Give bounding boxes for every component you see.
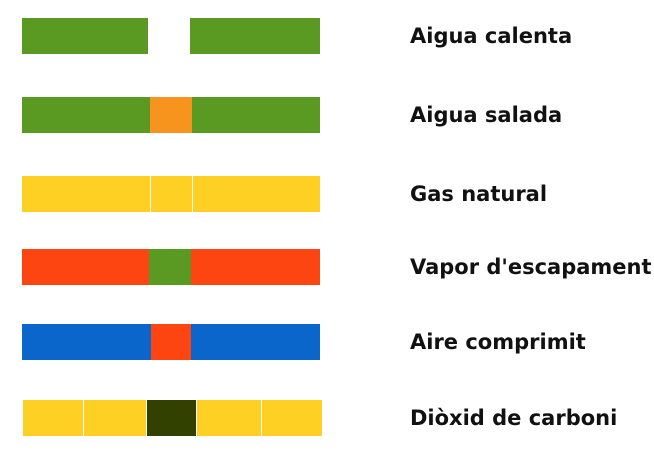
pipe-segment xyxy=(197,400,261,436)
pipe-segment xyxy=(22,97,150,133)
legend-row-vapor-escapament: Vapor d'escapament xyxy=(0,249,654,287)
pipe-bar-vapor-escapament xyxy=(22,249,320,285)
legend-label-aigua-salada: Aigua salada xyxy=(410,103,563,127)
pipe-bar-aigua-salada xyxy=(22,97,320,133)
legend-row-aigua-calenta: Aigua calenta xyxy=(0,18,654,56)
pipe-bar-gas-natural xyxy=(22,176,320,212)
pipe-segment xyxy=(22,18,148,54)
pipe-segment xyxy=(23,400,83,436)
legend-row-gas-natural: Gas natural xyxy=(0,176,654,214)
pipe-segment xyxy=(148,18,190,54)
legend-row-aire-comprimit: Aire comprimit xyxy=(0,324,654,362)
pipe-segment xyxy=(191,249,320,285)
pipe-segment xyxy=(149,249,191,285)
legend-label-aire-comprimit: Aire comprimit xyxy=(410,330,586,354)
legend-row-aigua-salada: Aigua salada xyxy=(0,97,654,135)
pipe-bar-aire-comprimit xyxy=(22,324,320,360)
legend-label-vapor-escapament: Vapor d'escapament xyxy=(410,255,652,279)
pipe-segment xyxy=(22,249,149,285)
pipe-segment xyxy=(150,97,192,133)
legend-label-aigua-calenta: Aigua calenta xyxy=(410,24,573,48)
pipe-segment xyxy=(191,324,320,360)
pipe-segment xyxy=(262,400,322,436)
legend-row-dioxid-de-carboni: Diòxid de carboni xyxy=(0,400,654,438)
pipe-segment xyxy=(190,18,320,54)
pipe-segment xyxy=(22,176,150,212)
pipe-bar-aigua-calenta xyxy=(22,18,320,54)
pipe-segment xyxy=(192,97,320,133)
legend-label-gas-natural: Gas natural xyxy=(410,182,548,206)
pipe-segment xyxy=(151,324,191,360)
legend-label-dioxid-de-carboni: Diòxid de carboni xyxy=(410,406,618,430)
pipe-segment xyxy=(193,176,320,212)
pipe-segment xyxy=(147,400,196,436)
pipe-segment xyxy=(151,176,192,212)
pipe-bar-dioxid-de-carboni xyxy=(23,400,322,436)
pipe-segment xyxy=(84,400,146,436)
pipe-segment xyxy=(22,324,151,360)
